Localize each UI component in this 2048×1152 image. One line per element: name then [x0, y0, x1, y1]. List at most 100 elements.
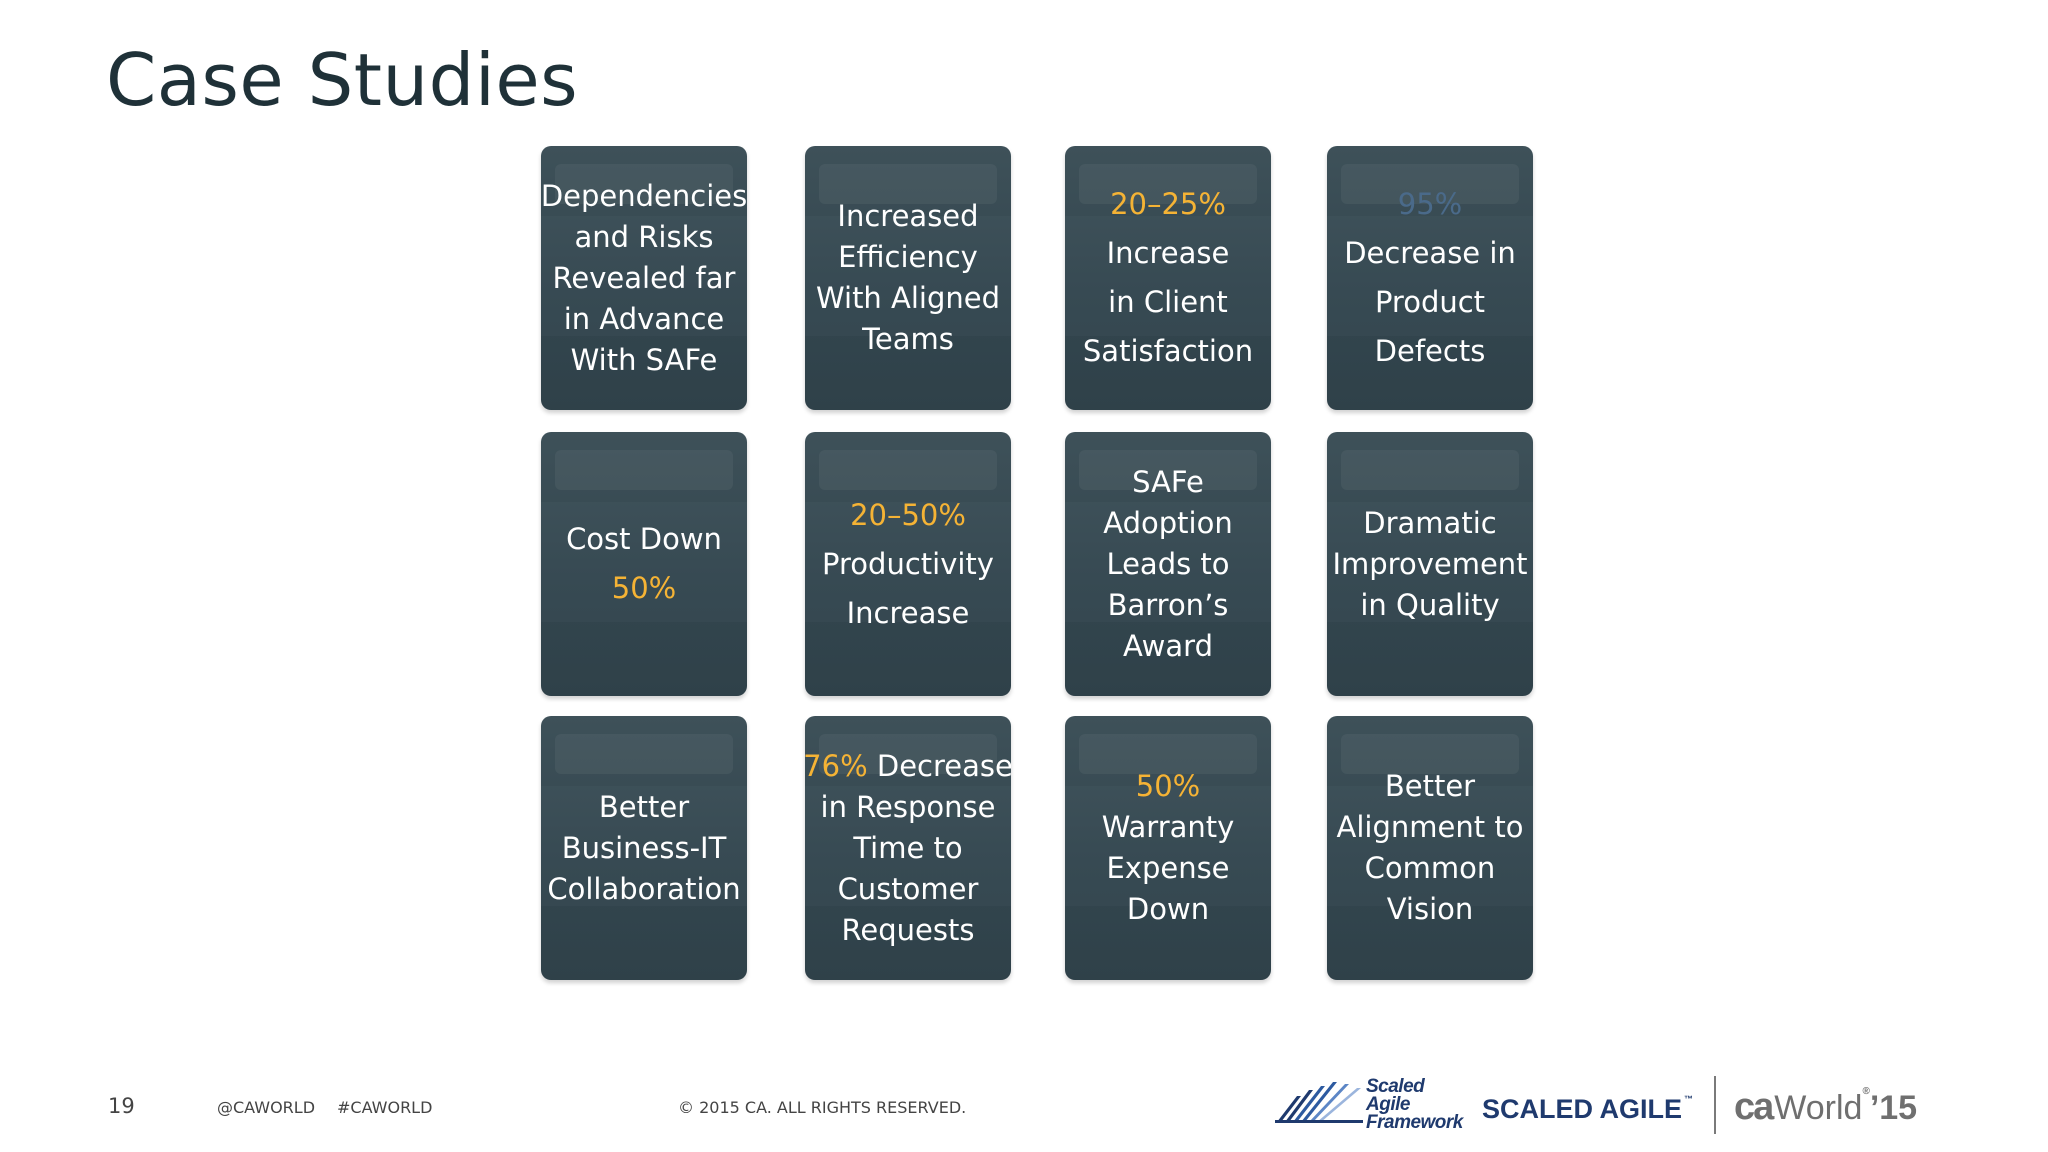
registered-icon: ® [1862, 1086, 1870, 1097]
card-text-segment: Vision [1386, 892, 1474, 926]
card-text-segment: Efficiency [838, 240, 978, 274]
case-study-card-text: Better Alignment to Common Vision [1331, 766, 1530, 930]
card-text-line: 95% [1344, 180, 1516, 229]
card-text-segment: Decrease in [1344, 236, 1516, 270]
hashtag: #CAWORLD [337, 1098, 433, 1117]
scaled-agile-logo-text: SCALED AGILE [1482, 1094, 1683, 1124]
card-text-segment: Down [1126, 892, 1210, 926]
case-study-card-text: 20–25% Increase in Client Satisfaction [1077, 180, 1259, 376]
card-text-line: Increase [822, 589, 994, 638]
card-text-segment: Award [1123, 628, 1213, 663]
card-text-segment: Increased [837, 199, 979, 233]
card-text-line: Better [1337, 766, 1524, 807]
card-text-segment: Dependencies [541, 178, 747, 213]
card-text-line: Expense [1102, 848, 1235, 889]
scaled-agile-logo: SCALED AGILE ™ [1482, 1094, 1693, 1125]
card-text-line: Defects [1344, 327, 1516, 376]
card-text-line: With Aligned [816, 278, 1000, 319]
card-text-line: Requests [805, 910, 1011, 951]
card-text-segment: SAFe [1132, 464, 1204, 499]
card-text-line: Barron’s [1103, 585, 1232, 626]
case-study-card: 20–50% Productivity Increase [805, 432, 1011, 696]
card-text-segment: Revealed far [552, 260, 736, 295]
card-text-segment: Productivity [822, 546, 994, 581]
card-text-segment: in Quality [1360, 587, 1500, 622]
card-text-line: Common [1337, 848, 1524, 889]
card-text-line: Efficiency [816, 237, 1000, 278]
card-text-segment: Increase [1106, 236, 1230, 270]
card-text-segment: Expense [1106, 851, 1230, 885]
case-study-card: Cost Down 50% [541, 432, 747, 696]
card-text-segment: Leads to [1106, 546, 1230, 581]
company-logo-watermark [1079, 164, 1257, 204]
ca-logo-world: World [1774, 1089, 1863, 1127]
case-study-card-text: 76% Decrease in Response Time to Customer Re… [805, 746, 1011, 951]
card-text-segment: Improvement [1332, 546, 1528, 581]
card-text-line: and Risks [541, 217, 747, 258]
card-text-line: 76% Decrease [805, 746, 1011, 787]
card-text-line: Increase [1083, 229, 1253, 278]
trademark-icon: ™ [1684, 1094, 1694, 1104]
saf-logo-line1: Scaled Agile [1366, 1076, 1425, 1115]
card-text-line: in Client [1083, 278, 1253, 327]
card-text-line: Customer [805, 869, 1011, 910]
company-logo-watermark [555, 450, 733, 490]
card-text-line: Satisfaction [1083, 327, 1253, 376]
card-text-line: Time to [805, 828, 1011, 869]
company-logo-watermark [1079, 734, 1257, 774]
saf-bars-icon [1275, 1082, 1363, 1123]
card-text-line: Adoption [1103, 503, 1232, 544]
card-text-segment: Collaboration [547, 871, 741, 906]
card-text-line: Collaboration [547, 869, 740, 910]
card-text-line: Product [1344, 278, 1516, 327]
card-text-line: 20–25% [1083, 180, 1253, 229]
card-text-segment: Barron’s [1107, 587, 1229, 622]
saf-logo-line2: Framework [1366, 1112, 1463, 1133]
case-study-card-text: SAFe Adoption Leads to Barron’s Award [1097, 462, 1238, 667]
case-study-card: Dependencies and Risks Revealed far in Adva… [541, 146, 747, 410]
card-text-line: Dependencies [541, 176, 747, 217]
card-text-segment: Customer [837, 871, 979, 906]
case-study-card-text: 50% Warranty Expense Down [1096, 766, 1241, 930]
slide-title: Case Studies [106, 38, 579, 122]
card-text-line: Revealed far [541, 258, 747, 299]
ca-world-logo: caWorld®’15 [1734, 1086, 1917, 1129]
card-text-segment: Better [598, 789, 690, 824]
card-text-segment: Cost Down [566, 522, 722, 556]
card-text-segment: Adoption [1103, 505, 1233, 540]
card-text-segment: Decrease [867, 748, 1011, 783]
card-text-line: Productivity [822, 540, 994, 589]
scaled-agile-framework-logo: Scaled Agile Framework [1275, 1076, 1470, 1132]
card-text-line: Decrease in [1344, 229, 1516, 278]
case-study-card-text: Dependencies and Risks Revealed far in Adva… [541, 176, 747, 381]
case-study-card: Better Business-IT Collaboration [541, 716, 747, 980]
company-logo-watermark [555, 164, 733, 204]
footer: 19 @CAWORLD #CAWORLD © 2015 CA. ALL RIGH… [0, 1076, 2048, 1134]
card-text-line: Vision [1337, 889, 1524, 930]
highlight-metric: 76% [805, 748, 868, 783]
card-text-segment: Time to [853, 830, 963, 865]
page-number: 19 [108, 1094, 135, 1118]
card-text-line: With SAFe [541, 340, 747, 381]
card-text-line: 20–50% [822, 491, 994, 540]
card-text-segment: Alignment to [1336, 810, 1524, 844]
card-text-segment: Defects [1374, 334, 1486, 368]
case-study-card-text: Better Business-IT Collaboration [541, 787, 746, 910]
case-study-card: Better Alignment to Common Vision [1327, 716, 1533, 980]
card-text-segment: Better [1384, 769, 1476, 803]
card-text-segment: and Risks [574, 219, 714, 254]
company-logo-watermark [1341, 164, 1519, 204]
card-text-line: Down [1102, 889, 1235, 930]
card-text-line: Dramatic [1332, 503, 1527, 544]
highlight-metric: 50% [611, 571, 677, 605]
card-text-segment: Requests [841, 912, 975, 947]
card-text-line: in Response [805, 787, 1011, 828]
card-text-line: 50% [566, 564, 722, 613]
company-logo-watermark [1341, 734, 1519, 774]
card-text-segment: Warranty [1101, 810, 1235, 844]
card-text-segment: Common [1364, 851, 1496, 885]
ca-logo-ca: ca [1734, 1086, 1774, 1128]
company-logo-watermark [555, 734, 733, 774]
card-text-segment: Business-IT [561, 830, 727, 865]
